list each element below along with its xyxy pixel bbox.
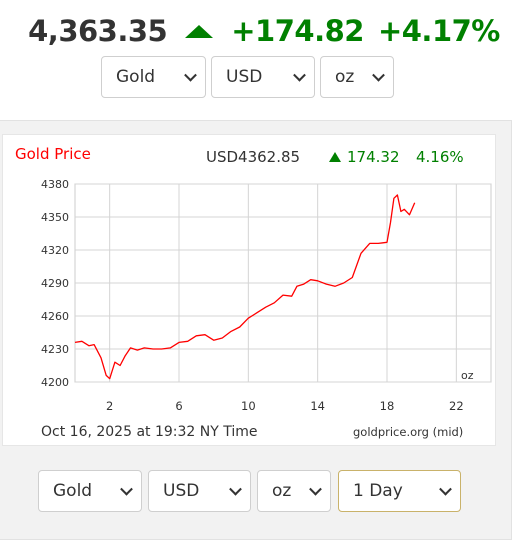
chart-container: 4200 4230 4260 4290 4320 4350 4380 2 6 10 14 18 22 G… [2, 134, 496, 446]
price-change: +174.82 [231, 14, 364, 48]
x-tick-label: 14 [310, 399, 325, 413]
price-series-line [74, 194, 416, 380]
chevron-down-icon [184, 68, 197, 82]
y-tick-label: 4230 [41, 343, 69, 356]
chevron-down-icon [120, 482, 133, 496]
unit-select[interactable]: oz [320, 56, 394, 98]
current-price: 4,363.35 [28, 14, 168, 48]
x-tick-label: 6 [175, 399, 182, 413]
up-arrow-icon [185, 24, 214, 38]
chart-header-change-percent: 4.16% [416, 148, 464, 166]
unit-select-bottom[interactable]: oz [257, 470, 331, 512]
up-arrow-icon [329, 152, 341, 162]
chevron-down-icon [229, 482, 242, 496]
x-tick-label: 22 [449, 399, 464, 413]
gold-price-chart: 4200 4230 4260 4290 4320 4350 4380 2 6 10 14 18 22 G… [15, 145, 492, 440]
y-tick-label: 4260 [41, 310, 69, 323]
y-tick-label: 4200 [41, 376, 69, 389]
currency-select-value: USD [226, 67, 263, 87]
unit-select-value: oz [272, 481, 292, 501]
metal-select[interactable]: Gold [101, 56, 206, 98]
chart-source: goldprice.org (mid) [353, 425, 463, 439]
chart-header-price: USD4362.85 [206, 148, 300, 166]
chevron-down-icon [439, 482, 452, 496]
x-tick-label: 2 [106, 399, 113, 413]
metal-select-value: Gold [116, 67, 156, 87]
unit-select-value: oz [335, 67, 355, 87]
price-change-percent: +4.17% [377, 14, 500, 48]
y-tick-label: 4290 [41, 277, 69, 290]
metal-select-bottom[interactable]: Gold [38, 470, 142, 512]
currency-select-bottom[interactable]: USD [148, 470, 251, 512]
currency-select-value: USD [163, 481, 200, 501]
chevron-down-icon [372, 68, 385, 82]
chevron-down-icon [309, 482, 322, 496]
y-tick-label: 4380 [41, 178, 69, 191]
y-tick-label: 4320 [41, 244, 69, 257]
chevron-down-icon [293, 68, 306, 82]
price-ticker: 4,363.35 +174.82 +4.17% [0, 10, 528, 52]
x-tick-label: 18 [380, 399, 395, 413]
y-tick-label: 4350 [41, 211, 69, 224]
x-tick-label: 10 [241, 399, 256, 413]
chart-header-change: 174.32 [347, 148, 400, 166]
metal-select-value: Gold [53, 481, 93, 501]
chart-title: Gold Price [15, 145, 91, 163]
period-select[interactable]: 1 Day [338, 470, 461, 512]
unit-label: oz [461, 369, 474, 382]
chart-timestamp: Oct 16, 2025 at 19:32 NY Time [41, 424, 258, 440]
currency-select[interactable]: USD [211, 56, 315, 98]
period-select-value: 1 Day [353, 481, 403, 501]
